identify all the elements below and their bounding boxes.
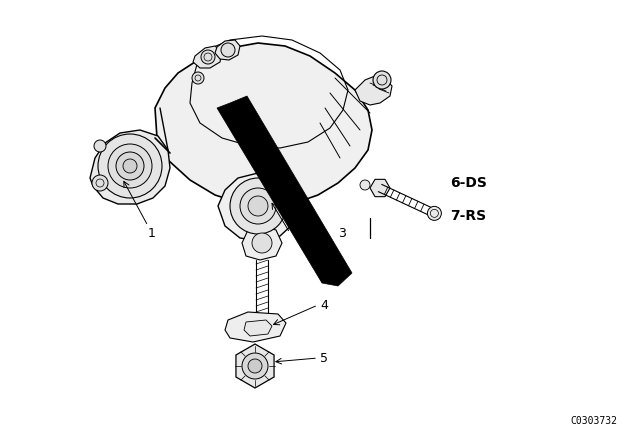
Circle shape	[248, 359, 262, 373]
Polygon shape	[217, 96, 352, 286]
Circle shape	[94, 140, 106, 152]
Polygon shape	[355, 76, 392, 105]
Circle shape	[192, 72, 204, 84]
Circle shape	[230, 178, 286, 234]
Circle shape	[242, 353, 268, 379]
Circle shape	[98, 134, 162, 198]
Text: 3: 3	[338, 227, 346, 240]
Text: C0303732: C0303732	[570, 416, 617, 426]
Circle shape	[248, 196, 268, 216]
Circle shape	[373, 71, 391, 89]
Circle shape	[201, 50, 215, 64]
Polygon shape	[155, 43, 372, 206]
Circle shape	[108, 144, 152, 188]
Polygon shape	[225, 312, 286, 342]
Text: 6-DS: 6-DS	[450, 176, 487, 190]
Text: 1: 1	[148, 227, 156, 240]
Polygon shape	[244, 320, 272, 336]
Polygon shape	[193, 46, 222, 68]
Polygon shape	[215, 40, 240, 60]
Circle shape	[221, 43, 235, 57]
Text: 7-RS: 7-RS	[450, 209, 486, 223]
Text: 2: 2	[306, 227, 314, 240]
Circle shape	[360, 180, 370, 190]
Polygon shape	[236, 344, 274, 388]
Polygon shape	[242, 226, 282, 260]
Circle shape	[92, 175, 108, 191]
Text: 5: 5	[320, 352, 328, 365]
Circle shape	[240, 188, 276, 224]
Polygon shape	[370, 179, 390, 197]
Circle shape	[428, 207, 442, 220]
Circle shape	[116, 152, 144, 180]
Polygon shape	[90, 130, 170, 204]
Polygon shape	[218, 173, 298, 241]
Circle shape	[252, 233, 272, 253]
Circle shape	[123, 159, 137, 173]
Text: 4: 4	[320, 298, 328, 311]
